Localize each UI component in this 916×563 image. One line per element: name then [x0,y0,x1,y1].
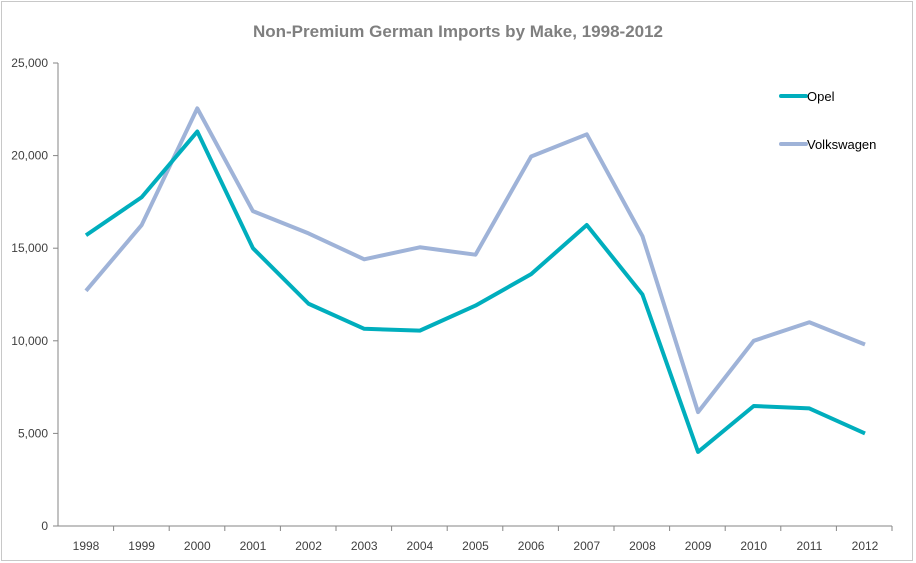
x-tick-label: 2009 [685,539,712,553]
y-tick-label: 10,000 [11,334,48,348]
y-tick-label: 20,000 [11,149,48,163]
x-tick-label: 2012 [852,539,879,553]
x-tick-label: 2011 [796,539,822,553]
series-line-volkswagen [84,106,866,415]
y-tick-label: 0 [41,519,48,533]
legend-label: Volkswagen [807,137,876,152]
x-tick-label: 2003 [351,539,378,553]
x-tick-label: 1998 [73,539,100,553]
y-tick-label: 5,000 [18,426,48,440]
x-tick-label: 2005 [462,539,489,553]
x-tick-label: 2001 [240,539,267,553]
x-tick-label: 2010 [740,539,767,553]
chart-title: Non-Premium German Imports by Make, 1998… [253,22,663,41]
series-line-opel [84,129,866,454]
x-tick-label: 2002 [295,539,322,553]
y-tick-label: 25,000 [11,56,48,70]
x-tick-label: 2006 [518,539,545,553]
x-tick-label: 1999 [128,539,155,553]
x-tick-label: 2008 [629,539,656,553]
x-tick-label: 2004 [407,539,434,553]
legend-label: Opel [807,89,835,104]
x-tick-label: 2000 [184,539,211,553]
x-tick-label: 2007 [573,539,600,553]
y-tick-label: 15,000 [11,241,48,255]
